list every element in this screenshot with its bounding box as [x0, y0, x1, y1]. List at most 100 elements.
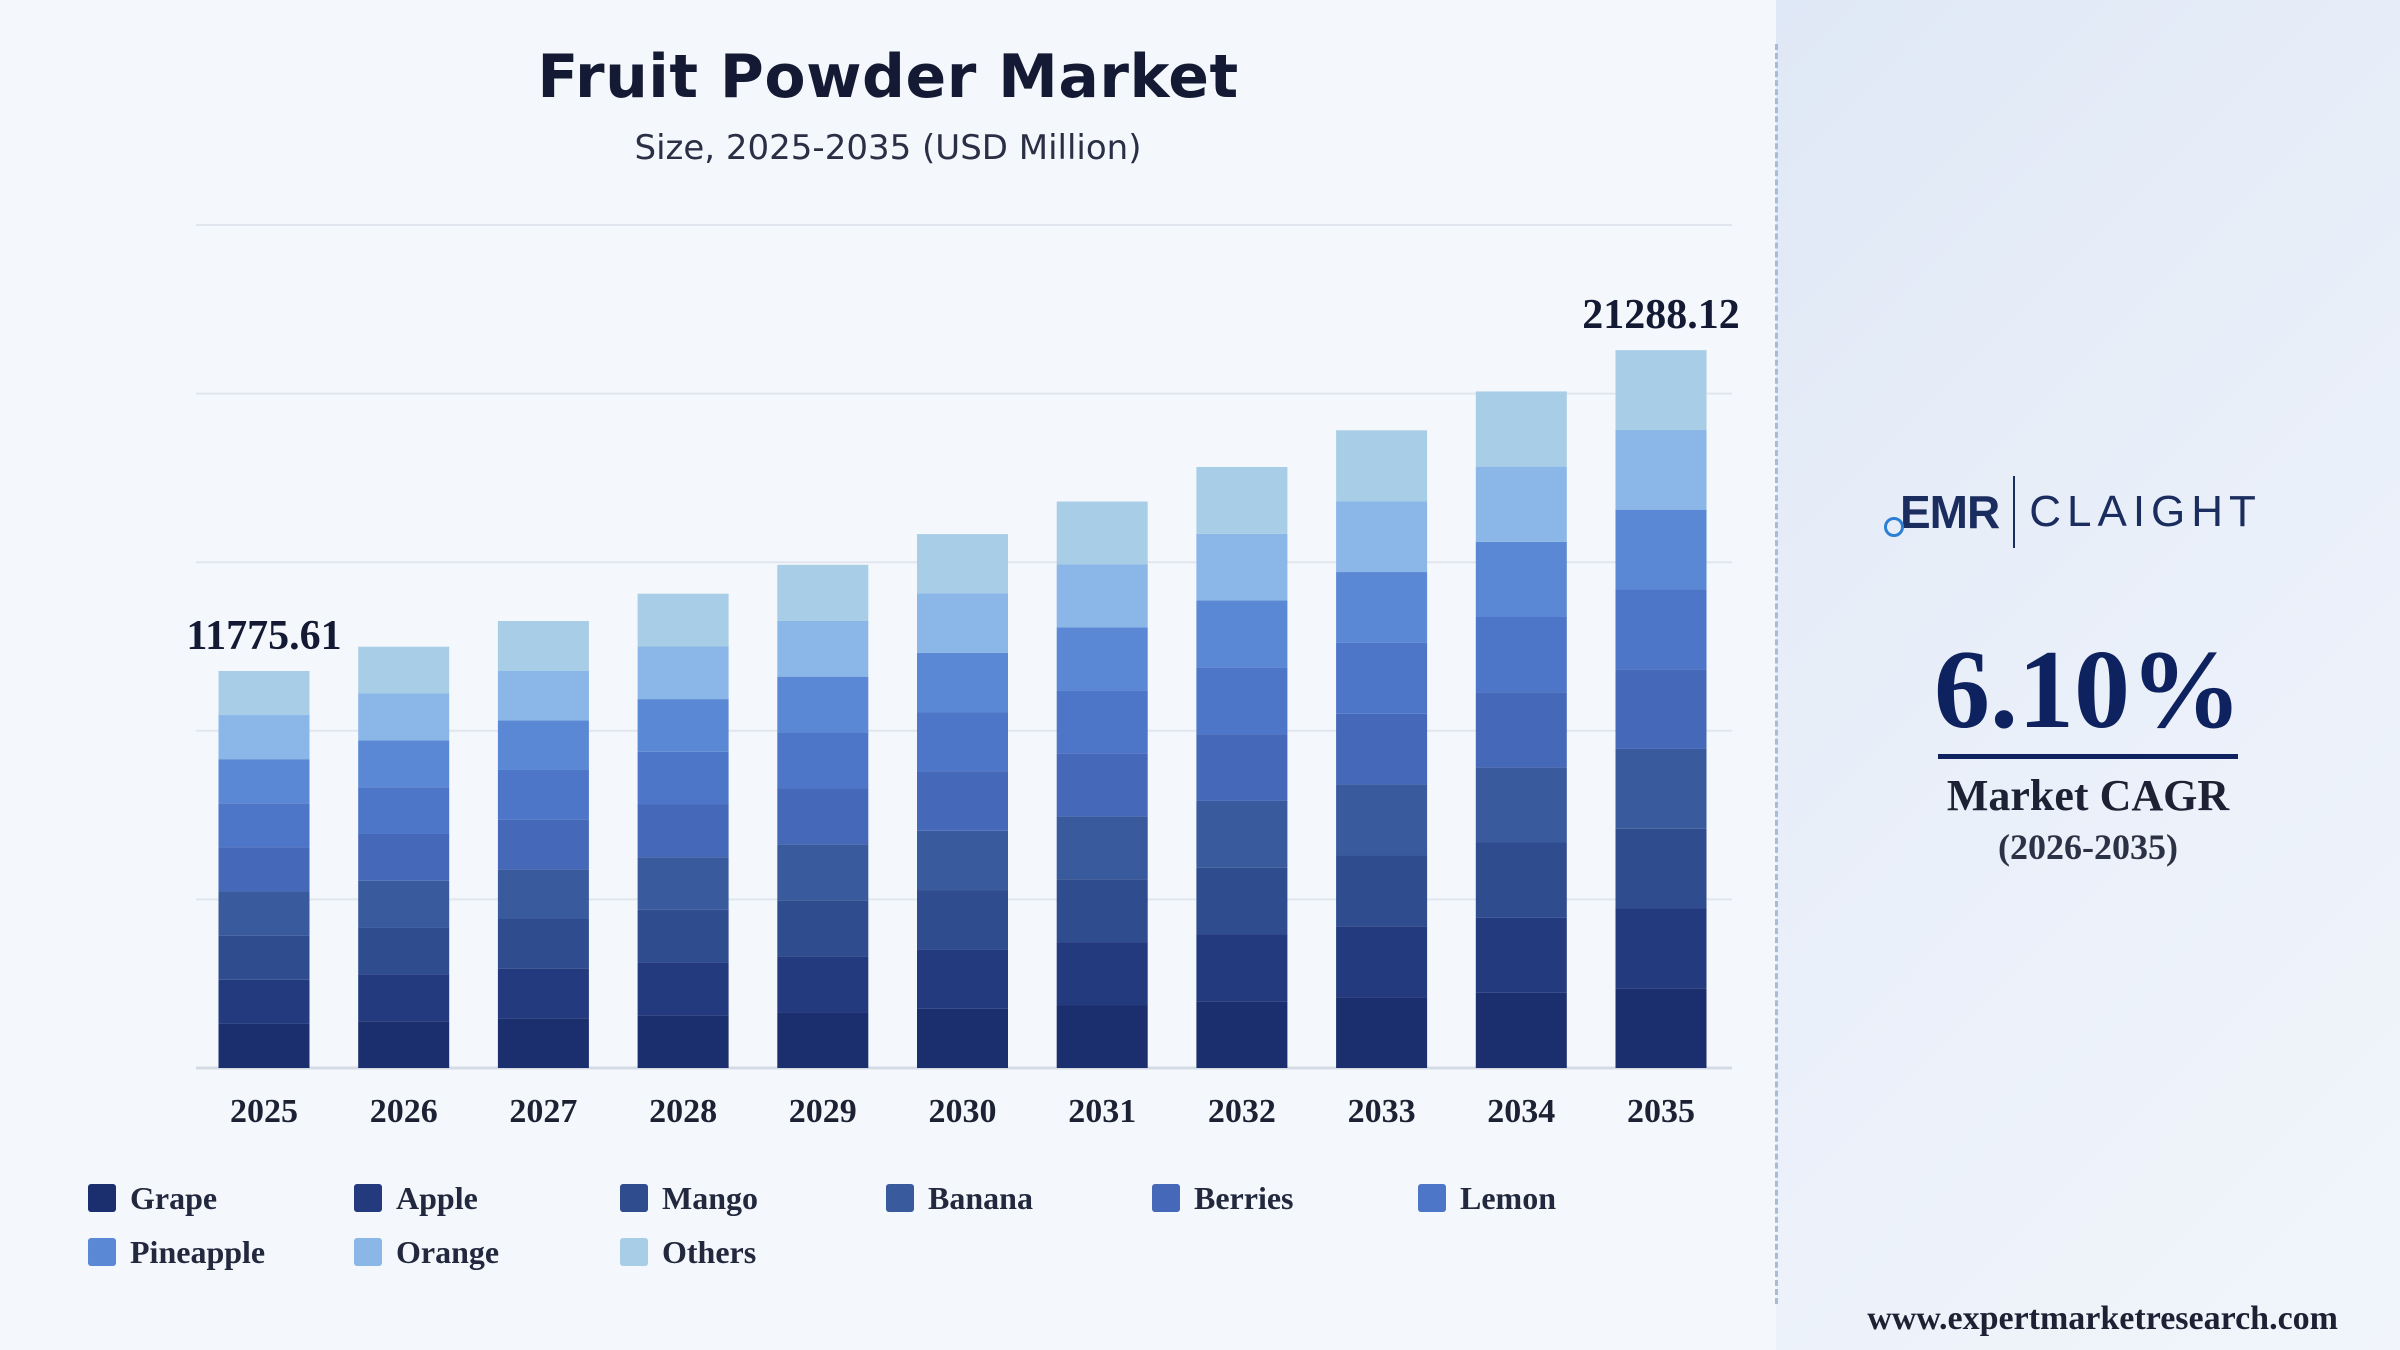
bar-segment-berries [218, 847, 310, 892]
bar-segment-pineapple [777, 676, 869, 733]
x-tick-label: 2028 [649, 1093, 717, 1130]
bar-segment-berries [1475, 692, 1567, 768]
bar-segment-banana [497, 869, 589, 919]
bar-segment-lemon [777, 732, 869, 789]
bar-segment-mango [218, 935, 310, 980]
legend-label: Pineapple [130, 1233, 266, 1270]
bar-segment-banana [218, 891, 310, 936]
legend-label: Orange [396, 1233, 500, 1270]
legend-swatch [620, 1184, 648, 1212]
x-tick-label: 2033 [1348, 1093, 1416, 1130]
bar-segment-pineapple [1336, 572, 1428, 643]
bar-segment-banana [637, 857, 729, 910]
bar-segment-apple [917, 949, 1008, 1009]
legend-item-berries: Berries [1152, 1180, 1418, 1216]
bar-segment-grape [1615, 988, 1707, 1068]
bar-segment-berries [1615, 669, 1707, 749]
bar-group-2031 [1056, 501, 1148, 1068]
legend-swatch [1418, 1184, 1446, 1212]
bar-segment-grape [917, 1008, 1008, 1068]
legend-label: Apple [396, 1179, 478, 1216]
x-tick-label: 2031 [1068, 1093, 1136, 1130]
cagr-value: 6.10% [1934, 628, 2242, 752]
bar-segment-grape [1056, 1005, 1148, 1068]
legend-label: Banana [928, 1179, 1033, 1216]
bar-segment-pineapple [1056, 627, 1148, 691]
legend-swatch [88, 1184, 116, 1212]
bar-segment-mango [1196, 867, 1288, 935]
bar-segment-banana [1336, 784, 1428, 856]
website-link[interactable]: www.expertmarketresearch.com [1867, 1300, 2338, 1337]
legend-swatch [354, 1238, 382, 1266]
bar-segment-banana [1475, 767, 1567, 843]
bar-segment-orange [1615, 429, 1707, 510]
x-tick-label: 2030 [929, 1093, 997, 1130]
bar-segment-others [1336, 430, 1428, 502]
bar-segment-banana [358, 880, 450, 928]
bar-group-2029 [777, 564, 869, 1068]
bar-segment-berries [1056, 753, 1148, 817]
bar-segment-berries [497, 819, 589, 870]
bar-segment-mango [777, 900, 869, 957]
bar-segment-berries [777, 788, 869, 845]
logo-ring-icon [1884, 517, 1904, 537]
bar-segment-apple [1196, 934, 1288, 1002]
emr-claight-logo: EMR CLAIGHT [1884, 470, 2290, 554]
bar-segment-banana [777, 844, 869, 901]
bar-segment-grape [1196, 1001, 1288, 1068]
legend-label: Berries [1194, 1179, 1294, 1216]
x-tick-label: 2027 [509, 1093, 577, 1130]
bar-segment-lemon [1615, 589, 1707, 670]
bar-segment-banana [1056, 816, 1148, 880]
bar-group-2035 [1615, 350, 1707, 1068]
legend-item-others: Others [620, 1234, 886, 1270]
bar-group-2034 [1475, 391, 1567, 1068]
bar-segment-lemon [917, 712, 1008, 772]
legend-swatch [354, 1184, 382, 1212]
bar-segment-orange [358, 693, 450, 741]
bar-segment-grape [777, 1012, 869, 1068]
bar-segment-pineapple [637, 699, 729, 752]
logo-emr-label: EMR [1900, 486, 2000, 538]
bar-segment-berries [1196, 734, 1288, 801]
x-tick-label: 2034 [1487, 1093, 1555, 1130]
legend-swatch [88, 1238, 116, 1266]
bar-segment-apple [1615, 908, 1707, 989]
x-tick-label: 2029 [789, 1093, 857, 1130]
legend-swatch [886, 1184, 914, 1212]
bar-segment-grape [497, 1018, 589, 1068]
bar-segment-grape [637, 1015, 729, 1068]
x-tick-label: 2026 [370, 1093, 438, 1130]
chart-subtitle: Size, 2025-2035 (USD Million) [634, 128, 1142, 168]
bar-segment-others [1475, 391, 1567, 467]
bar-segment-mango [497, 918, 589, 969]
bar-segment-others [1615, 350, 1707, 430]
legend-item-grape: Grape [88, 1180, 354, 1216]
chart-legend: Grape Apple Mango Banana Berries Lemon Pineapp… [88, 1180, 1688, 1270]
bar-segment-mango [917, 890, 1008, 950]
logo-claight-text: CLAIGHT [2029, 487, 2262, 536]
bar-segment-banana [1615, 748, 1707, 829]
bar-segment-others [358, 646, 450, 694]
bar-segment-grape [1475, 992, 1567, 1068]
bar-segment-banana [1196, 800, 1288, 868]
bar-segment-pineapple [497, 720, 589, 770]
bar-segment-berries [358, 833, 450, 881]
bar-segment-apple [1056, 942, 1148, 1006]
bar-segment-pineapple [358, 740, 450, 788]
bar-segment-others [777, 564, 869, 621]
legend-item-banana: Banana [886, 1180, 1152, 1216]
bar-segment-apple [1336, 926, 1428, 998]
data-label: 11775.61 [186, 613, 341, 659]
bar-segment-lemon [1475, 616, 1567, 693]
bar-segment-orange [1196, 533, 1288, 601]
legend-label: Mango [662, 1179, 758, 1216]
logo-emr-text: EMR [1884, 485, 2000, 539]
bar-segment-others [1056, 501, 1148, 565]
x-tick-label: 2025 [230, 1093, 298, 1130]
bar-segment-lemon [1056, 690, 1148, 754]
bar-segment-orange [1336, 501, 1428, 573]
bar-segment-lemon [637, 751, 729, 805]
bar-segment-grape [358, 1021, 450, 1068]
legend-swatch [620, 1238, 648, 1266]
